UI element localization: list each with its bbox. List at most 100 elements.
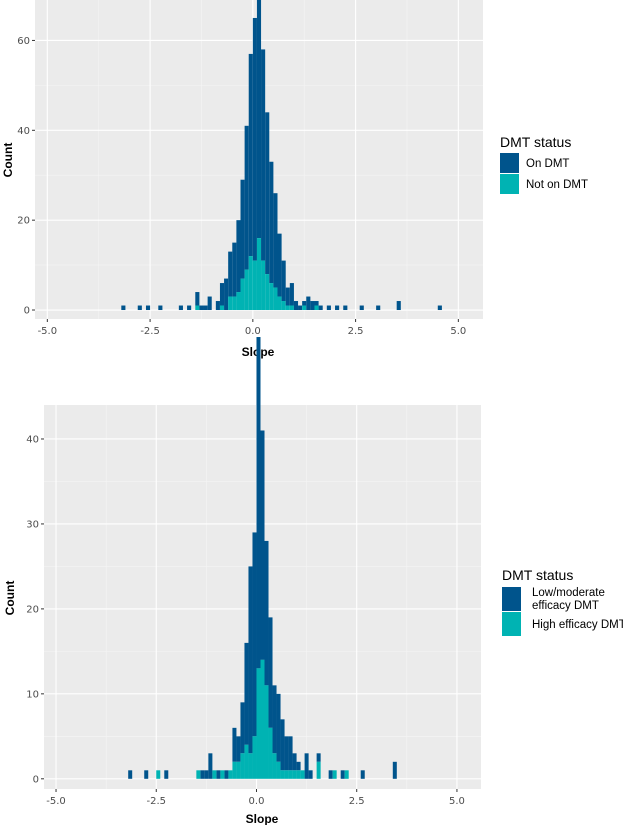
legend-key-not-on-dmt xyxy=(500,174,519,194)
bar-on-dmt xyxy=(248,53,253,257)
bar-high-efficacy-dmt xyxy=(220,770,225,779)
bar-high-efficacy-dmt xyxy=(268,727,273,779)
bar-on-dmt xyxy=(203,305,208,311)
bar-not-on-dmt xyxy=(302,305,307,311)
bar-low-moderate-efficacy-dmt xyxy=(204,770,209,779)
bar-high-efficacy-dmt xyxy=(292,770,297,779)
bar-on-dmt xyxy=(195,292,200,306)
bar-on-dmt xyxy=(252,17,257,261)
x-tick-label: -5.0 xyxy=(38,326,58,337)
bar-not-on-dmt xyxy=(240,278,245,311)
legend-title: DMT status xyxy=(502,567,573,583)
bar-high-efficacy-dmt xyxy=(344,770,349,779)
bar-not-on-dmt xyxy=(281,301,286,311)
bar-on-dmt xyxy=(326,305,331,311)
legend-key-on-dmt xyxy=(500,153,519,173)
x-tick-label: 5.0 xyxy=(450,326,466,337)
bar-on-dmt xyxy=(302,301,307,306)
bar-on-dmt xyxy=(228,251,233,297)
legend-label-line: Low/moderate xyxy=(532,587,605,599)
legend-title: DMT status xyxy=(500,134,571,150)
bar-low-moderate-efficacy-dmt xyxy=(240,702,245,754)
bar-not-on-dmt xyxy=(269,283,274,311)
bar-high-efficacy-dmt xyxy=(332,770,337,779)
bar-low-moderate-efficacy-dmt xyxy=(144,770,149,779)
x-axis: -5.0 -2.5 0.0 2.5 5.0 xyxy=(46,789,465,807)
bar-not-on-dmt xyxy=(244,269,249,311)
bar-not-on-dmt xyxy=(228,296,233,311)
x-tick-label: 2.5 xyxy=(348,326,364,337)
bar-low-moderate-efficacy-dmt xyxy=(244,642,249,745)
bar-not-on-dmt xyxy=(219,305,225,311)
bar-on-dmt xyxy=(265,112,270,275)
bar-on-dmt xyxy=(199,305,204,311)
bar-low-moderate-efficacy-dmt xyxy=(236,736,241,762)
bar-on-dmt xyxy=(293,301,299,311)
y-tick-label: 40 xyxy=(17,126,30,137)
bar-high-efficacy-dmt xyxy=(276,761,281,779)
bar-on-dmt xyxy=(207,296,212,311)
bar-on-dmt xyxy=(273,193,278,288)
bar-on-dmt xyxy=(121,305,126,311)
bar-on-dmt xyxy=(215,301,220,311)
y-axis-title: Count xyxy=(3,581,17,616)
bar-not-on-dmt xyxy=(289,305,294,311)
y-tick-label: 30 xyxy=(26,519,39,530)
bar-not-on-dmt xyxy=(261,260,266,311)
bar-on-dmt xyxy=(359,305,364,311)
bar-high-efficacy-dmt xyxy=(156,770,161,779)
bar-low-moderate-efficacy-dmt xyxy=(256,337,261,669)
bar-not-on-dmt xyxy=(195,305,200,311)
x-axis: -5.0 -2.5 0.0 2.5 5.0 xyxy=(38,319,466,337)
bar-high-efficacy-dmt xyxy=(296,770,301,779)
bar-low-moderate-efficacy-dmt xyxy=(284,736,289,771)
bar-low-moderate-efficacy-dmt xyxy=(316,753,321,762)
bar-not-on-dmt xyxy=(273,287,278,311)
y-axis: 0 20 40 60 xyxy=(17,36,35,317)
bar-on-dmt xyxy=(269,161,274,284)
y-tick-label: 0 xyxy=(24,306,30,317)
bar-on-dmt xyxy=(437,305,442,311)
bar-on-dmt xyxy=(314,301,319,306)
bar-on-dmt xyxy=(261,49,266,261)
y-tick-label: 0 xyxy=(33,774,39,785)
bar-low-moderate-efficacy-dmt xyxy=(248,566,253,754)
bar-low-moderate-efficacy-dmt xyxy=(260,430,265,660)
bar-on-dmt xyxy=(396,301,401,311)
bar-on-dmt xyxy=(310,301,315,311)
x-tick-label: -5.0 xyxy=(46,796,66,807)
bar-high-efficacy-dmt xyxy=(248,753,253,779)
bar-low-moderate-efficacy-dmt xyxy=(252,532,257,737)
legend-label-line: efficacy DMT xyxy=(532,600,599,612)
bar-low-moderate-efficacy-dmt xyxy=(280,719,285,771)
bar-high-efficacy-dmt xyxy=(284,770,289,779)
x-tick-label: 5.0 xyxy=(449,796,465,807)
legend-key-high-efficacy xyxy=(502,612,521,636)
bar-low-moderate-efficacy-dmt xyxy=(328,770,333,779)
x-tick-label: -2.5 xyxy=(140,326,160,337)
bar-on-dmt xyxy=(158,305,163,311)
legend-label-low-moderate: Low/moderate efficacy DMT xyxy=(532,587,608,612)
legend-label-not-on-dmt: Not on DMT xyxy=(526,179,588,191)
bar-low-moderate-efficacy-dmt xyxy=(268,617,273,728)
bar-on-dmt xyxy=(318,305,323,311)
bar-low-moderate-efficacy-dmt xyxy=(208,753,213,779)
bar-high-efficacy-dmt xyxy=(264,685,269,779)
bar-high-efficacy-dmt xyxy=(244,744,249,779)
bar-on-dmt xyxy=(178,305,183,311)
bar-high-efficacy-dmt xyxy=(260,659,265,779)
legend-label-on-dmt: On DMT xyxy=(526,158,569,170)
y-axis: 0 10 20 30 40 xyxy=(26,434,44,785)
y-tick-label: 10 xyxy=(26,689,39,700)
bar-on-dmt xyxy=(289,283,294,306)
x-axis-title: Slope xyxy=(246,812,279,825)
bar-on-dmt xyxy=(256,0,262,239)
x-tick-label: 0.0 xyxy=(249,796,265,807)
bar-on-dmt xyxy=(298,305,303,311)
bar-low-moderate-efficacy-dmt xyxy=(200,770,205,779)
bar-high-efficacy-dmt xyxy=(280,770,285,779)
bar-low-moderate-efficacy-dmt xyxy=(304,753,309,779)
